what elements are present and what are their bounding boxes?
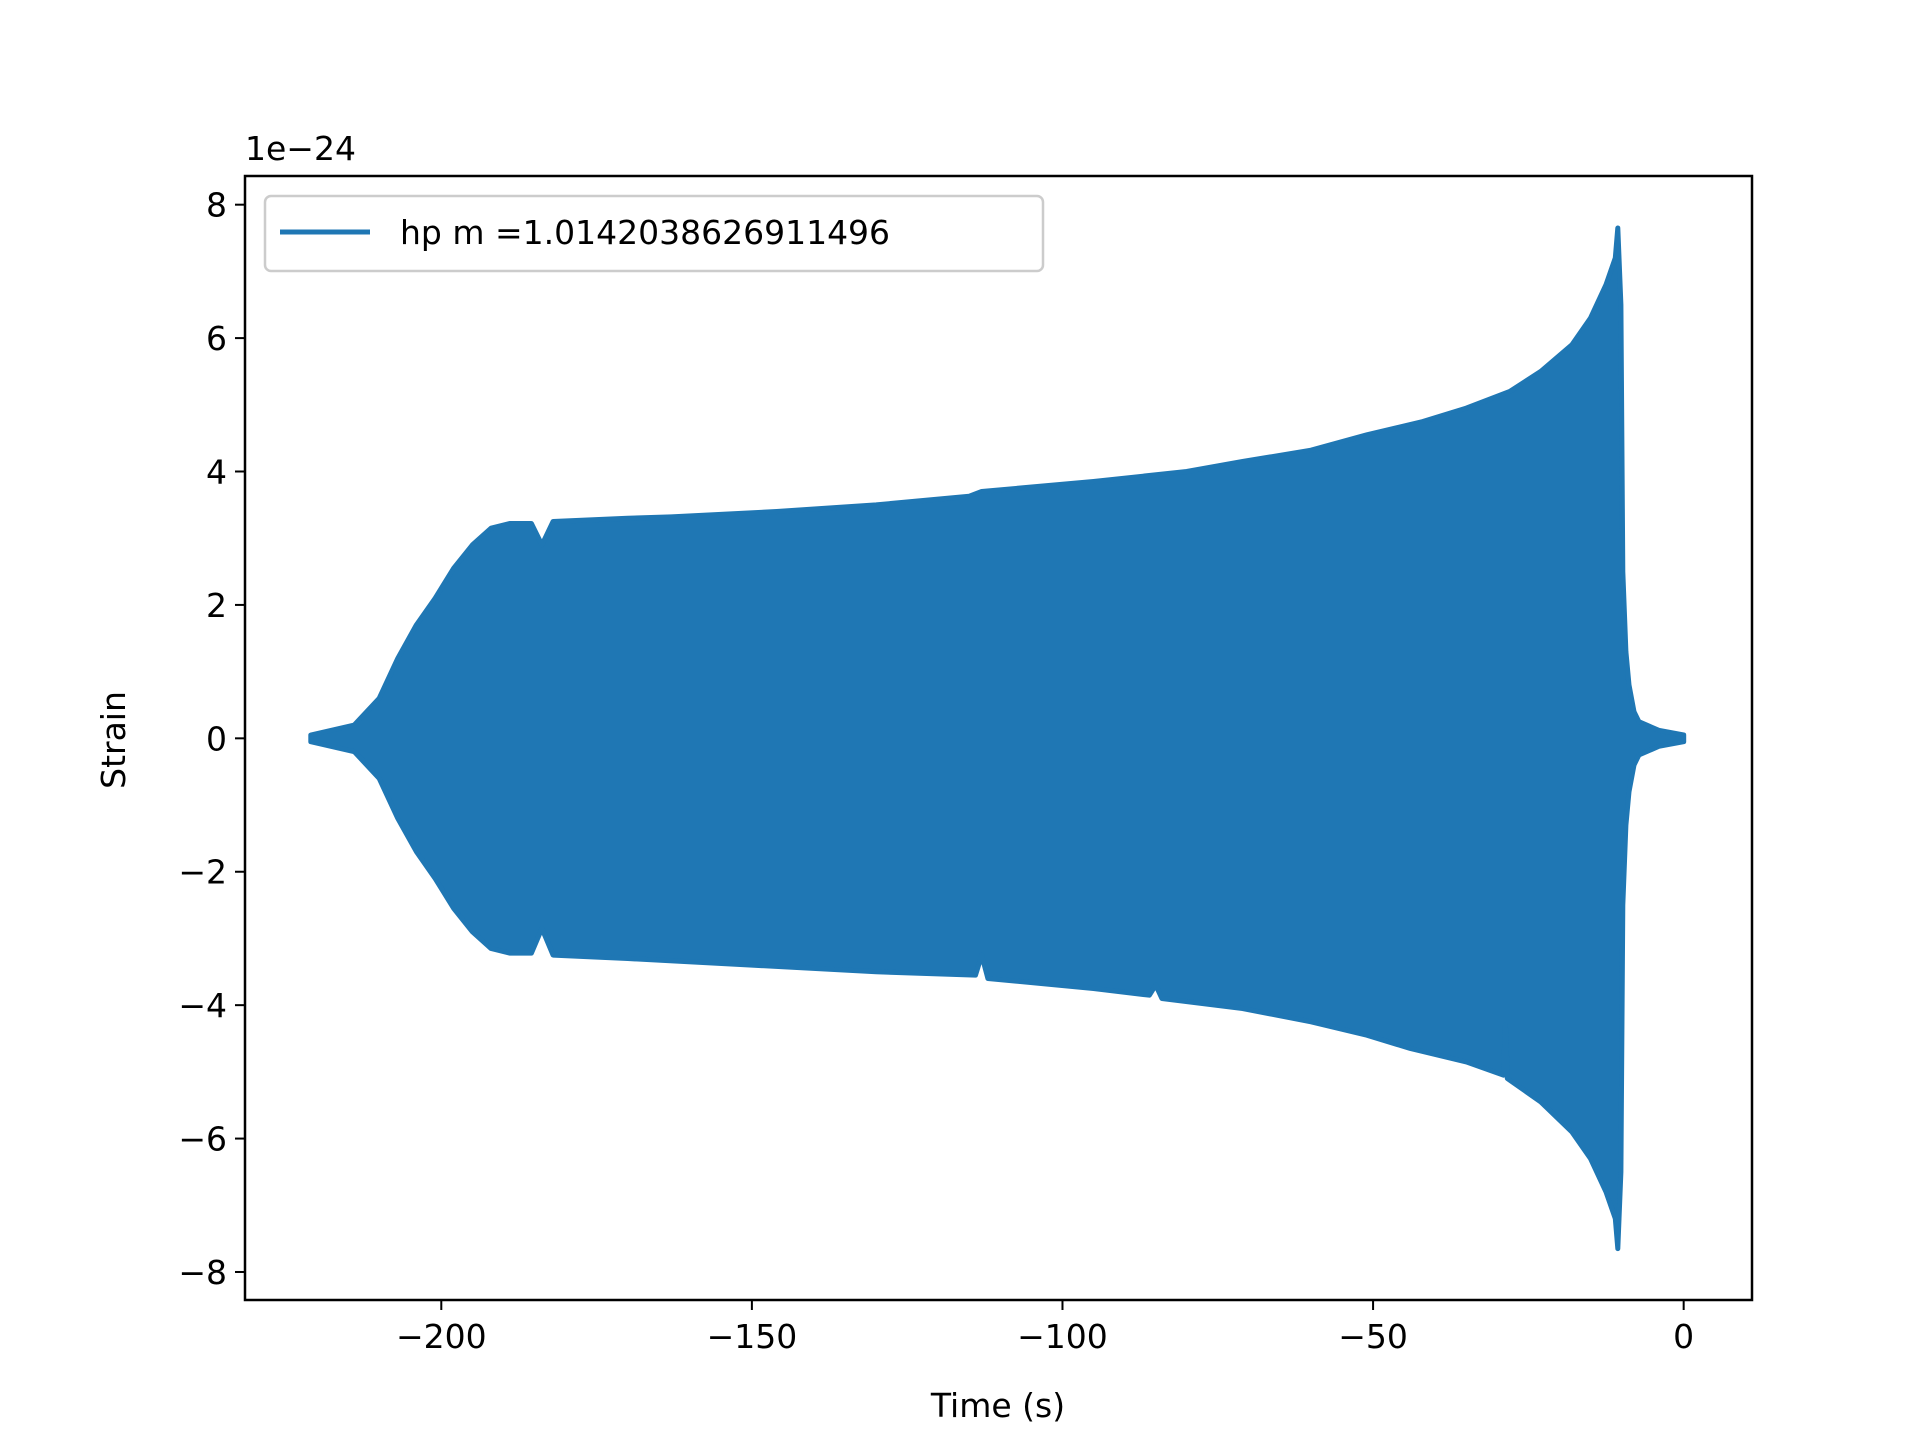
y-tick-label: 0 — [206, 719, 227, 758]
x-tick-label: 0 — [1673, 1317, 1694, 1356]
y-axis-label: Strain — [94, 691, 133, 789]
y-tick-label: 4 — [206, 453, 227, 492]
y-tick-label: −8 — [178, 1253, 227, 1292]
x-axis-ticks: −200 −150 −100 −50 0 — [396, 1300, 1694, 1356]
x-tick-label: −50 — [1338, 1317, 1408, 1356]
y-axis-ticks: −8 −6 −4 −2 0 2 4 6 8 — [178, 186, 245, 1292]
y-tick-label: −4 — [178, 986, 227, 1025]
series-waveform-0 — [308, 225, 1687, 1252]
x-axis-label: Time (s) — [930, 1386, 1065, 1425]
y-tick-label: 6 — [206, 319, 227, 358]
legend: hp m =1.0142038626911496 — [263, 194, 1045, 273]
x-tick-label: −150 — [707, 1317, 798, 1356]
x-tick-label: −200 — [396, 1317, 487, 1356]
y-tick-label: 8 — [206, 186, 227, 225]
y-tick-label: −2 — [178, 853, 227, 892]
x-tick-label: −100 — [1017, 1317, 1108, 1356]
y-tick-label: −6 — [178, 1120, 227, 1159]
y-tick-label: 2 — [206, 586, 227, 625]
plot-marks — [308, 225, 1687, 1252]
legend-box — [263, 194, 1045, 273]
legend-label: hp m =1.0142038626911496 — [400, 213, 890, 252]
offset-text: 1e−24 — [245, 129, 356, 168]
